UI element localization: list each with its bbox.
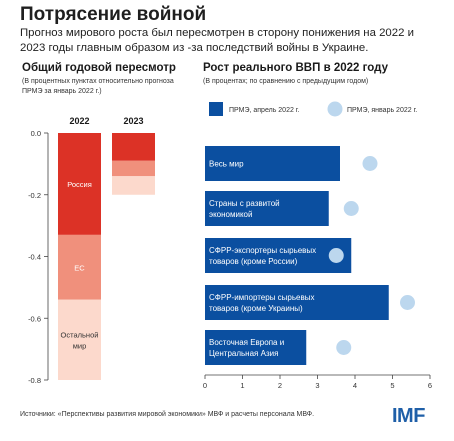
right-panel-title: Рост реального ВВП в 2022 году (203, 62, 388, 74)
stack-segment (112, 176, 155, 195)
january-dot (328, 248, 344, 263)
category-label: Центральная Азия (209, 349, 278, 358)
legend-dot-january (327, 101, 343, 117)
category-label: экономикой (209, 210, 252, 219)
category-label: товаров (кроме России) (209, 257, 298, 266)
left-panel-title: Общий годовой пересмотр (22, 62, 176, 74)
y-tick-label: -0.2 (28, 191, 41, 200)
category-label: Весь мир (209, 160, 244, 169)
x-tick-label: 1 (240, 381, 244, 390)
legend-label-january: ПРМЭ, январь 2022 г. (347, 107, 417, 114)
segment-label: Россия (67, 180, 92, 189)
revision-chart: 2022 Россия ЕС Остальной мир 2023 0.0 -0.2 -0.4 -… (28, 116, 155, 385)
gdp-bar (205, 330, 307, 365)
y-tick-label: 0.0 (31, 129, 41, 138)
legend-swatch-april (209, 102, 223, 116)
category-label: СФРР-импортеры сырьевых (209, 293, 314, 302)
segment-label: Остальной (61, 330, 99, 339)
x-tick-label: 2 (278, 381, 282, 390)
segment-label: ЕС (74, 263, 85, 272)
x-tick-label: 6 (428, 381, 432, 390)
category-label: Страны с развитой (209, 199, 280, 208)
gdp-bar (205, 191, 329, 226)
y-tick-label: -0.4 (28, 253, 41, 262)
stack-segment (112, 133, 155, 161)
january-dot (362, 156, 378, 171)
stack-segment (112, 160, 155, 177)
page-title: Потрясение войной (20, 4, 207, 25)
category-label: товаров (кроме Украины) (209, 304, 303, 313)
x-tick-label: 4 (353, 381, 357, 390)
stack-segment (58, 299, 101, 380)
january-dot (343, 201, 359, 216)
x-tick-label: 5 (390, 381, 394, 390)
x-tick-label: 0 (203, 381, 207, 390)
category-label: Восточная Европа и (209, 338, 284, 347)
january-dot (400, 295, 415, 310)
segment-label: мир (73, 341, 87, 350)
gdp-bar (205, 285, 389, 320)
y-tick-label: -0.8 (28, 376, 41, 385)
category-label: СФРР-экспортеры сырьевых (209, 246, 316, 255)
category-label: 2023 (123, 116, 143, 126)
legend-label-april: ПРМЭ, апрель 2022 г. (229, 107, 300, 114)
source-note: Источники: «Перспективы развития мировой… (20, 411, 315, 418)
x-tick-label: 3 (315, 381, 319, 390)
page-subtitle: Прогноз мирового роста был пересмотрен в… (20, 27, 414, 54)
right-panel-note: (В процентах; по сравнению с предыдущим … (203, 78, 369, 85)
y-tick-label: -0.6 (28, 314, 41, 323)
stack-segment (58, 234, 101, 300)
january-dot (336, 340, 352, 355)
gdp-bar (205, 146, 340, 181)
gdp-growth-chart: ПРМЭ, апрель 2022 г. ПРМЭ, январь 2022 г.… (203, 101, 432, 390)
imf-logo: IMF (392, 405, 425, 427)
left-panel-note: (В процентных пунктах относительно прогн… (22, 78, 174, 95)
gdp-bar (205, 238, 352, 273)
stack-segment (58, 133, 101, 235)
category-label: 2022 (69, 116, 89, 126)
